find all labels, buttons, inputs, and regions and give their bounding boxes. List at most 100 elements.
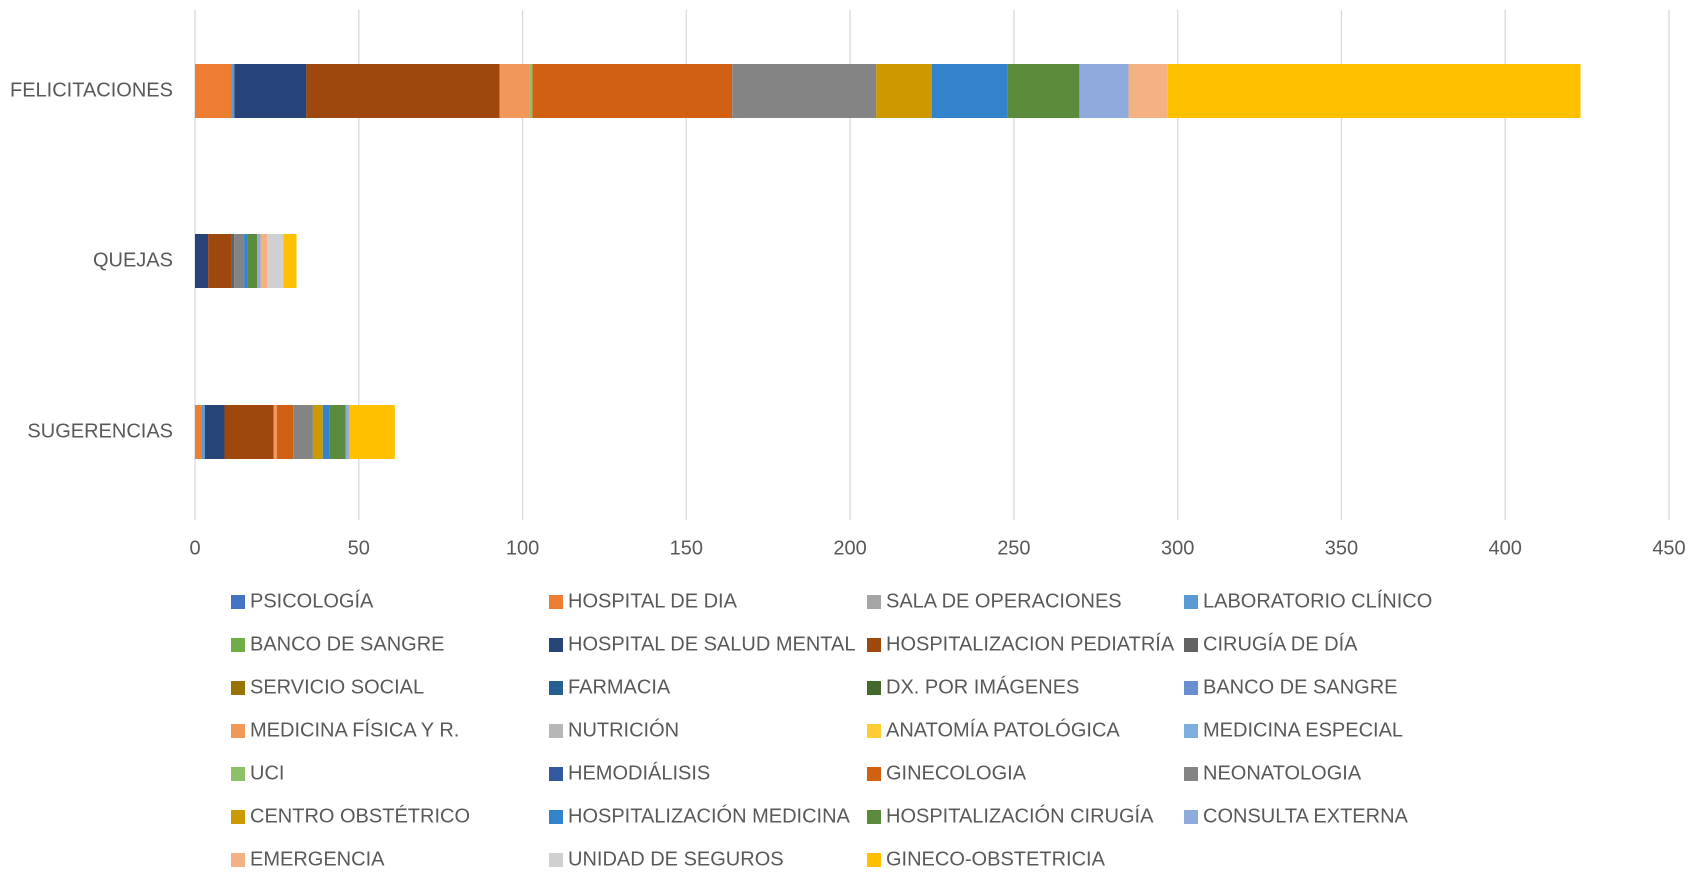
bar-segment: [306, 64, 500, 118]
legend-label: BANCO DE SANGRE: [1203, 676, 1397, 698]
bar-segment: [532, 64, 733, 118]
x-tick-label: 200: [833, 537, 866, 559]
legend-label: NEONATOLOGIA: [1203, 762, 1362, 784]
legend-label: HEMODIÁLISIS: [568, 761, 710, 784]
legend-label: GINECO-OBSTETRICIA: [886, 848, 1106, 870]
bar-segment: [1007, 64, 1080, 118]
bar-segment: [195, 234, 209, 288]
legend-label: MEDICINA ESPECIAL: [1203, 719, 1403, 741]
bar-segment: [257, 234, 261, 288]
legend-label: FARMACIA: [568, 676, 671, 698]
legend-swatch: [231, 767, 245, 781]
legend-label: SERVICIO SOCIAL: [250, 676, 424, 698]
bar-segment: [276, 405, 294, 459]
legend-swatch: [231, 595, 245, 609]
bar-segment: [499, 64, 530, 118]
legend-label: HOSPITAL DE DIA: [568, 590, 738, 612]
x-tick-label: 400: [1489, 537, 1522, 559]
bar-segment: [267, 234, 284, 288]
legend-swatch: [867, 638, 881, 652]
bar-segment: [348, 405, 395, 459]
bar-segment: [208, 234, 232, 288]
legend-swatch: [1184, 767, 1198, 781]
legend-swatch: [867, 810, 881, 824]
bar-segment: [195, 405, 202, 459]
bar-segment: [247, 234, 258, 288]
bar-segment: [231, 64, 235, 118]
legend-label: DX. POR IMÁGENES: [886, 675, 1079, 698]
legend-swatch: [1184, 724, 1198, 738]
legend-label: LABORATORIO CLÍNICO: [1203, 589, 1432, 612]
bar-segment: [234, 234, 245, 288]
bar-segment: [204, 405, 225, 459]
legend-label: GINECOLOGIA: [886, 762, 1027, 784]
legend-label: UNIDAD DE SEGUROS: [568, 848, 784, 870]
legend-swatch: [549, 724, 563, 738]
bar-segment: [283, 234, 297, 288]
x-tick-label: 100: [506, 537, 539, 559]
bar-segment: [293, 405, 313, 459]
bar-segment: [231, 234, 235, 288]
legend-label: PSICOLOGÍA: [250, 589, 374, 612]
y-tick-label: FELICITACIONES: [10, 79, 173, 101]
legend-swatch: [867, 681, 881, 695]
legend-label: EMERGENCIA: [250, 848, 385, 870]
legend-swatch: [231, 810, 245, 824]
legend-label: HOSPITALIZACIÓN MEDICINA: [568, 804, 851, 827]
legend-swatch: [549, 853, 563, 867]
legend-label: CONSULTA EXTERNA: [1203, 805, 1409, 827]
x-tick-label: 150: [670, 537, 703, 559]
bar-segment: [312, 405, 323, 459]
bar-segment: [329, 405, 346, 459]
legend-swatch: [549, 767, 563, 781]
legend-label: SALA DE OPERACIONES: [886, 590, 1122, 612]
legend-swatch: [1184, 595, 1198, 609]
bar-segment: [345, 405, 349, 459]
legend-swatch: [549, 595, 563, 609]
legend-label: HOSPITALIZACIÓN CIRUGÍA: [886, 804, 1154, 827]
bar-segment: [234, 64, 307, 118]
legend-swatch: [231, 681, 245, 695]
bar-segment: [932, 64, 1008, 118]
bar-segment: [322, 405, 330, 459]
bar-segment: [224, 405, 274, 459]
bar-segment: [260, 234, 268, 288]
legend-swatch: [231, 638, 245, 652]
legend-swatch: [231, 724, 245, 738]
legend-swatch: [549, 681, 563, 695]
legend-label: CIRUGÍA DE DÍA: [1203, 632, 1358, 655]
legend-label: BANCO DE SANGRE: [250, 633, 444, 655]
legend-swatch: [867, 595, 881, 609]
x-tick-label: 300: [1161, 537, 1194, 559]
x-tick-label: 0: [189, 537, 200, 559]
bar-segment: [195, 64, 232, 118]
bar-segment: [1079, 64, 1129, 118]
legend-swatch: [867, 724, 881, 738]
legend-swatch: [1184, 810, 1198, 824]
bar-segment: [201, 405, 205, 459]
legend-label: UCI: [250, 762, 284, 784]
x-tick-label: 50: [348, 537, 370, 559]
bar-segment: [1128, 64, 1168, 118]
legend-label: MEDICINA FÍSICA Y R.: [250, 718, 459, 741]
x-tick-label: 350: [1325, 537, 1358, 559]
y-tick-label: SUGERENCIAS: [27, 420, 173, 442]
bar-segment: [1167, 64, 1581, 118]
bar-segment: [244, 234, 248, 288]
legend-label: CENTRO OBSTÉTRICO: [250, 804, 470, 827]
legend-label: HOSPITALIZACION PEDIATRÍA: [886, 632, 1175, 655]
bar-segment: [876, 64, 932, 118]
x-tick-label: 450: [1652, 537, 1685, 559]
legend-label: HOSPITAL DE SALUD MENTAL: [568, 633, 855, 655]
legend-swatch: [549, 810, 563, 824]
legend-swatch: [867, 767, 881, 781]
legend-label: ANATOMÍA PATOLÓGICA: [886, 718, 1120, 741]
y-tick-label: QUEJAS: [93, 249, 173, 271]
bar-segment: [529, 64, 533, 118]
legend-swatch: [549, 638, 563, 652]
legend-swatch: [867, 853, 881, 867]
legend-swatch: [231, 853, 245, 867]
x-tick-label: 250: [997, 537, 1030, 559]
legend-swatch: [1184, 681, 1198, 695]
